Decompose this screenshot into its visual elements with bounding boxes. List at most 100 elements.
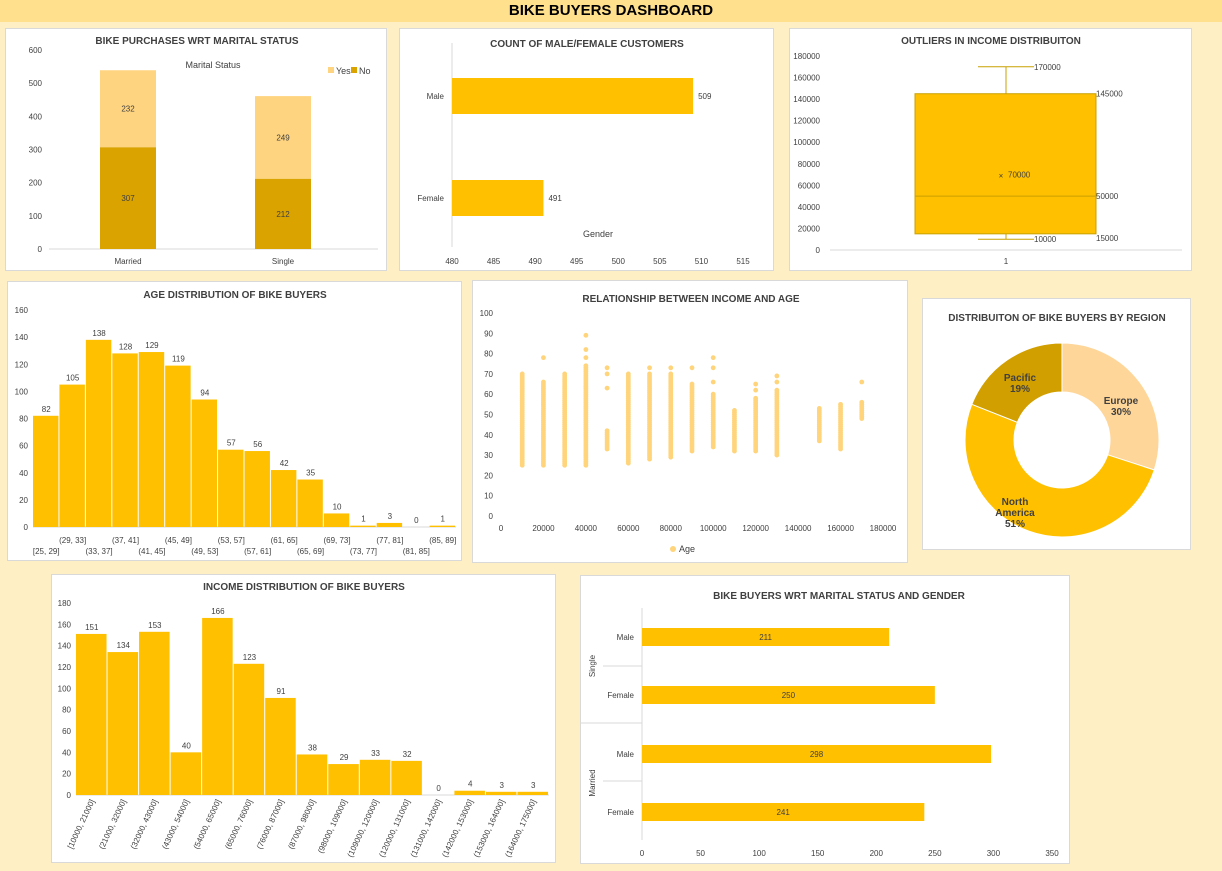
data-label: 119 [172, 355, 185, 364]
scatter-point [583, 347, 589, 352]
y-tick-label: 20000 [798, 224, 821, 233]
scatter-point [774, 373, 780, 379]
category-label: (164000, 175000] [503, 798, 538, 859]
y-tick-label: 180 [58, 599, 72, 608]
y-tick-label: 60 [19, 442, 28, 451]
category-label: (131000, 142000] [409, 798, 444, 859]
y-tick-label: 80 [19, 415, 28, 424]
x-tick-label: 495 [570, 257, 584, 266]
x-tick-label: 120000 [742, 524, 769, 533]
bar [138, 352, 165, 527]
bar [328, 764, 359, 795]
bar [350, 525, 376, 527]
data-label: 1 [361, 515, 366, 524]
data-label: 29 [340, 753, 349, 762]
data-label: 509 [698, 92, 712, 101]
data-label: 211 [759, 633, 772, 642]
income-distribution-chart: INCOME DISTRIBUTION OF BIKE BUYERS 0 20 40 6… [51, 574, 556, 863]
x-tick-label: 200 [870, 849, 884, 858]
y-tick-label: 100 [29, 212, 43, 221]
scatter-point [816, 406, 822, 411]
scatter-point [753, 387, 759, 393]
dashboard-title: BIKE BUYERS DASHBOARD [0, 0, 1222, 22]
x-tick-label: 20000 [532, 524, 555, 533]
scatter-point [604, 428, 610, 434]
bar [452, 180, 544, 216]
bar [265, 697, 296, 795]
category-label: Male [617, 633, 635, 642]
x-tick-label: 300 [987, 849, 1001, 858]
category-label: (76000, 87000] [255, 798, 286, 851]
y-tick-label: 100 [480, 309, 494, 318]
slice-label: Europe [1104, 396, 1139, 407]
mean-marker: × [999, 172, 1004, 181]
y-tick-label: 300 [29, 146, 43, 155]
scatter-point [668, 365, 674, 371]
y-tick-label: 0 [489, 512, 494, 521]
category-label: (85, 89] [429, 536, 456, 545]
x-tick-label: 505 [653, 257, 667, 266]
bar-no [255, 178, 311, 249]
x-tick-label: 490 [528, 257, 542, 266]
scatter-point [668, 371, 674, 377]
category-label: (65000, 76000] [223, 798, 254, 851]
min-label: 10000 [1034, 235, 1057, 244]
y-tick-label: 160 [58, 620, 72, 629]
y-tick-label: 60 [484, 390, 493, 399]
x-tick-label: 510 [695, 257, 709, 266]
income-outliers-chart: OUTLIERS IN INCOME DISTRIBUITON 0 20000 400… [789, 28, 1192, 271]
data-label: 249 [276, 133, 290, 142]
x-tick-label: 100 [752, 849, 766, 858]
x-tick-label: 500 [612, 257, 626, 266]
donut-slice-north-america [964, 403, 1155, 538]
gender-count-chart: COUNT OF MALE/FEMALE CUSTOMERS 509 Male 491… [399, 28, 774, 271]
category-label: (109000, 120000] [346, 798, 381, 859]
group-label: Single [588, 654, 597, 677]
legend-label-yes: Yes [336, 66, 351, 76]
bar-yes [100, 70, 156, 148]
median-label: 50000 [1096, 192, 1119, 201]
bar-yes [255, 96, 311, 179]
max-label: 170000 [1034, 63, 1061, 72]
slice-percent: 51% [1005, 519, 1025, 530]
scatter-point [689, 381, 695, 387]
legend-marker [670, 546, 676, 552]
category-label: Female [607, 691, 634, 700]
data-label: 40 [182, 741, 191, 750]
y-tick-label: 180000 [793, 52, 820, 61]
bar [642, 686, 935, 704]
scatter-point [732, 408, 737, 413]
data-label: 212 [276, 210, 290, 219]
donut-slice-pacific [971, 342, 1063, 423]
slice-label: North [1002, 497, 1029, 508]
y-tick-label: 10 [484, 492, 493, 501]
bar [452, 78, 694, 114]
x-tick-label: 480 [445, 257, 459, 266]
category-label: (65, 69] [297, 547, 324, 556]
x-tick-label: 40000 [575, 524, 598, 533]
bar [112, 353, 138, 527]
y-tick-label: 40000 [798, 203, 821, 212]
chart-title: DISTRIBUITON OF BIKE BUYERS BY REGION [948, 313, 1165, 324]
category-label: (153000, 164000] [472, 798, 507, 859]
x-tick-label: 50 [696, 849, 705, 858]
y-tick-label: 600 [29, 46, 43, 55]
data-label: 3 [388, 512, 393, 521]
y-tick-label: 80 [484, 350, 493, 359]
chart-title: OUTLIERS IN INCOME DISTRIBUITON [901, 36, 1081, 47]
y-tick-label: 80 [62, 706, 71, 715]
category-label: (29, 33] [59, 536, 86, 545]
y-tick-label: 20 [19, 496, 28, 505]
data-label: 232 [121, 105, 135, 114]
q1-label: 15000 [1096, 234, 1119, 243]
category-label: (120000, 131000] [377, 798, 412, 859]
x-tick-label: 0 [640, 849, 645, 858]
category-label: (81, 85] [403, 547, 430, 556]
scatter-point [859, 399, 865, 405]
scatter-point [710, 355, 716, 361]
scatter-point [583, 332, 589, 338]
category-label: (73, 77] [350, 547, 377, 556]
category-label: (33, 37] [86, 547, 113, 556]
bar-no [100, 147, 156, 249]
scatter-point [604, 365, 610, 371]
